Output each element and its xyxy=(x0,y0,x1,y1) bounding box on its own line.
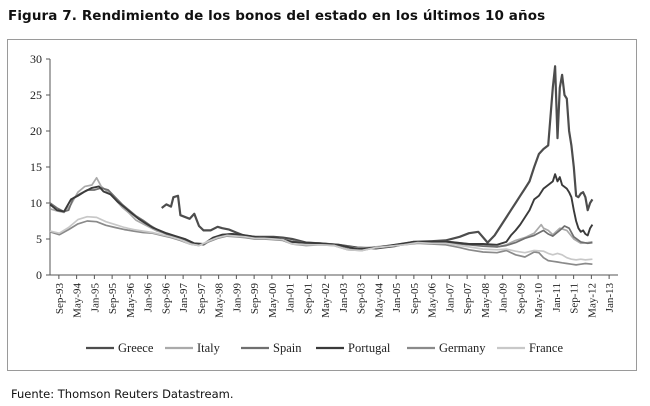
x-tick-label: Jan-03 xyxy=(338,283,350,313)
x-tick-label: Sep-05 xyxy=(409,283,421,315)
x-tick-label: Sep-97 xyxy=(196,283,208,315)
x-tick-label: May-94 xyxy=(72,283,84,318)
chart-axes: 0 5 10 15 20 25 30 Sep-93 May-94 Jan-95 Sep-95 May-… xyxy=(30,52,618,318)
x-tick-label: Jan-99 xyxy=(231,283,243,313)
x-tick-label: Sep-11 xyxy=(569,283,581,314)
x-tick-label: Jan-97 xyxy=(178,283,190,313)
series-layer xyxy=(50,66,592,265)
x-tick-label: Jan-05 xyxy=(391,283,403,313)
legend-label: Spain xyxy=(273,341,302,355)
y-tick-label: 25 xyxy=(30,88,42,102)
x-tick-label: May-06 xyxy=(427,283,439,318)
x-tick-label: Jan-07 xyxy=(444,283,456,313)
x-tick-label: Jan-95 xyxy=(89,283,101,313)
x-tick-label: Jan-11 xyxy=(551,283,563,312)
x-tick-label: Sep-99 xyxy=(249,283,261,315)
legend-label: Italy xyxy=(197,341,221,355)
x-tick-label: May-96 xyxy=(125,283,137,318)
x-tick-label: May-08 xyxy=(480,283,492,318)
x-tick-label: May-02 xyxy=(320,283,332,318)
source-note: Fuente: Thomson Reuters Datastream. xyxy=(11,387,234,401)
x-tick-label: Sep-96 xyxy=(160,283,172,315)
y-tick-label: 5 xyxy=(36,232,42,246)
x-tick-label: Jan-09 xyxy=(498,283,510,313)
y-tick-label: 15 xyxy=(30,160,42,174)
legend-label: France xyxy=(529,341,563,355)
legend-label: Germany xyxy=(439,341,486,355)
x-tick-label: Sep-01 xyxy=(302,283,314,314)
line-chart: 0 5 10 15 20 25 30 Sep-93 May-94 Jan-95 Sep-95 May-… xyxy=(0,0,650,406)
legend-label: Greece xyxy=(118,341,154,355)
y-tick-label: 10 xyxy=(30,196,42,210)
series-line-spain xyxy=(50,188,592,250)
x-tick-label: Sep-95 xyxy=(107,283,119,315)
x-tick-label: May-10 xyxy=(533,283,545,318)
x-tick-label: May-00 xyxy=(267,283,279,318)
chart-legend: Greece Italy Spain Portugal Germany France xyxy=(86,341,563,355)
y-tick-label: 30 xyxy=(30,52,42,66)
y-tick-label: 20 xyxy=(30,124,42,138)
y-tick-label: 0 xyxy=(36,268,42,282)
x-tick-label: Sep-09 xyxy=(515,283,527,315)
x-tick-label: May-12 xyxy=(586,283,598,318)
x-tick-label: Jan-01 xyxy=(285,283,297,312)
x-tick-label: Sep-03 xyxy=(356,283,368,315)
series-line-greece xyxy=(162,66,593,248)
x-tick-label: May-04 xyxy=(373,283,385,318)
x-tick-label: Jan-96 xyxy=(143,283,155,313)
x-tick-label: May-98 xyxy=(214,283,226,318)
x-tick-label: Jan-13 xyxy=(604,283,616,313)
legend-label: Portugal xyxy=(348,341,391,355)
x-tick-label: Sep-07 xyxy=(462,283,474,315)
x-tick-label: Sep-93 xyxy=(54,283,66,315)
